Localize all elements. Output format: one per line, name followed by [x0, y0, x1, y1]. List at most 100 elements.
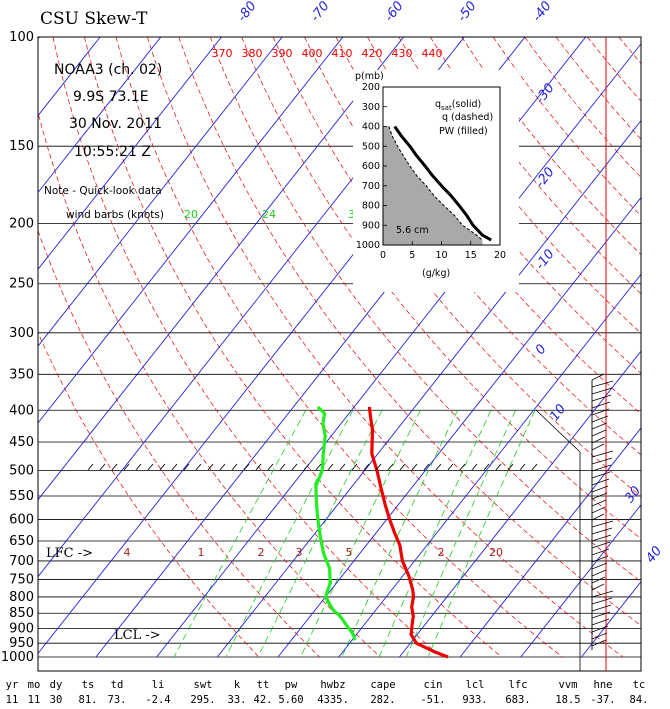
wind-barb: [591, 450, 614, 458]
note-line-1: Note - Quick-look data: [44, 185, 162, 197]
table-header-cell: ts: [82, 679, 95, 691]
pressure-tick-label: 200: [9, 217, 34, 232]
dry-adiabat-line: [367, 37, 641, 374]
pressure-tick-label: 750: [9, 573, 34, 588]
inset-y-tick-label: 900: [362, 220, 380, 231]
table-value-cell: 84.: [630, 694, 649, 706]
table-value-cell: 5.60: [278, 694, 303, 706]
barb-hatch-mark: [375, 463, 382, 471]
table-value-cell: 11: [6, 694, 19, 706]
isotherm-line: [277, 196, 641, 658]
wind-barb: [591, 632, 608, 640]
mixing-ratio-line: [225, 410, 354, 658]
barb-hatch-mark: [111, 463, 118, 471]
wind-barb: [591, 436, 606, 444]
barb-hatch-mark: [423, 463, 430, 471]
barb-hatch-mark: [207, 463, 214, 471]
isotherm-line: [38, 37, 101, 117]
dry-adiabat-line: [587, 37, 641, 102]
wind-barb: [591, 471, 611, 479]
note-line-2: wind barbs (knots): [66, 209, 164, 221]
barb-hatch-mark: [291, 463, 298, 471]
pressure-tick-label: 950: [9, 636, 34, 651]
pressure-tick-label: 850: [9, 606, 34, 621]
dry-adiabat-line: [146, 37, 624, 658]
barb-hatch-mark: [147, 463, 154, 471]
isotherm-line: [38, 37, 162, 194]
table-header-cell: tt: [257, 679, 270, 691]
wind-barb: [591, 422, 608, 430]
barb-hatch-mark: [351, 463, 358, 471]
inset-y-tick-label: 400: [362, 122, 380, 133]
wind-barb: [591, 485, 609, 493]
pressure-tick-label: 800: [9, 590, 34, 605]
isotherm-line: [38, 37, 344, 424]
wind-barb: [591, 527, 613, 535]
qsat-solid-line: [393, 125, 492, 242]
wind-speed-label-1: 20: [184, 208, 198, 221]
barb-hatch-mark: [435, 463, 442, 471]
table-header-cell: li: [152, 679, 165, 691]
dewpoint-profile-line: [314, 405, 357, 641]
isotherm-line: [216, 119, 641, 658]
lfc-label: LFC ->: [46, 546, 93, 561]
pressure-tick-label: 150: [9, 139, 34, 154]
barb-hatch-mark: [123, 463, 130, 471]
mixing-ratio-line: [378, 410, 492, 658]
isotherm-line: [95, 37, 587, 658]
pressure-tick-label: 250: [9, 277, 34, 292]
dry-adiabat-line: [38, 331, 260, 658]
wind-barb: [591, 408, 610, 416]
pressure-tick-label: 400: [9, 403, 34, 418]
table-value-cell: 18.5: [555, 694, 580, 706]
wind-barb: [591, 492, 608, 500]
barb-hatch-mark: [519, 463, 526, 471]
mixing-ratio-line: [300, 410, 421, 658]
table-header-cell: td: [111, 679, 124, 691]
barb-hatch-mark: [267, 463, 274, 471]
wind-barb: [591, 562, 608, 570]
inset-pw-value: 5.6 cm: [396, 225, 429, 236]
mixing-ratio-label: 2: [438, 546, 445, 559]
mixing-ratio-line: [173, 410, 307, 658]
isotherm-label: 40: [643, 544, 665, 566]
table-value-cell: 4335.: [317, 694, 349, 706]
theta-label: 370: [212, 47, 233, 60]
isotherm-label: -30: [533, 81, 558, 107]
inset-y-tick-label: 500: [362, 141, 380, 152]
table-header-cell: hwbz: [320, 679, 345, 691]
pressure-tick-label: 300: [9, 326, 34, 341]
table-value-cell: 11: [28, 694, 41, 706]
table-header-cell: yr: [6, 679, 19, 691]
table-value-cell: 73.: [108, 694, 127, 706]
inset-y-tick-label: 700: [362, 181, 380, 192]
platform-label: NOAA3 (ch. 02): [54, 62, 162, 78]
barb-hatch-mark: [135, 463, 142, 471]
barb-hatch-mark: [495, 463, 502, 471]
isotherm-line: [399, 350, 641, 658]
barb-hatch-mark: [183, 463, 190, 471]
dry-adiabat-line: [524, 37, 641, 178]
theta-label: 380: [242, 47, 263, 60]
table-value-cell: 933.: [462, 694, 487, 706]
barb-hatch-mark: [243, 463, 250, 471]
table-header-cell: tc: [633, 679, 646, 691]
pressure-tick-label: 650: [9, 534, 34, 549]
mixing-ratio-line: [405, 410, 516, 658]
inset-legend-q: q (dashed): [442, 112, 493, 123]
wind-barb: [591, 576, 606, 584]
table-value-cell: 42.: [254, 694, 273, 706]
time-label: 10:55:21 Z: [74, 144, 151, 160]
inset-y-tick-label: 1000: [356, 240, 380, 251]
table-value-cell: 30: [50, 694, 63, 706]
isotherm-line: [38, 37, 223, 271]
pressure-tick-label: 450: [9, 435, 34, 450]
inset-x-tick-label: 20: [494, 250, 506, 261]
pw-filled-area: [383, 126, 483, 245]
wind-barb: [591, 457, 613, 465]
table-value-cell: 33.: [228, 694, 247, 706]
dry-adiabat-line: [178, 37, 641, 627]
pressure-tick-label: 1000: [1, 650, 34, 665]
pressure-tick-label: 600: [9, 512, 34, 527]
